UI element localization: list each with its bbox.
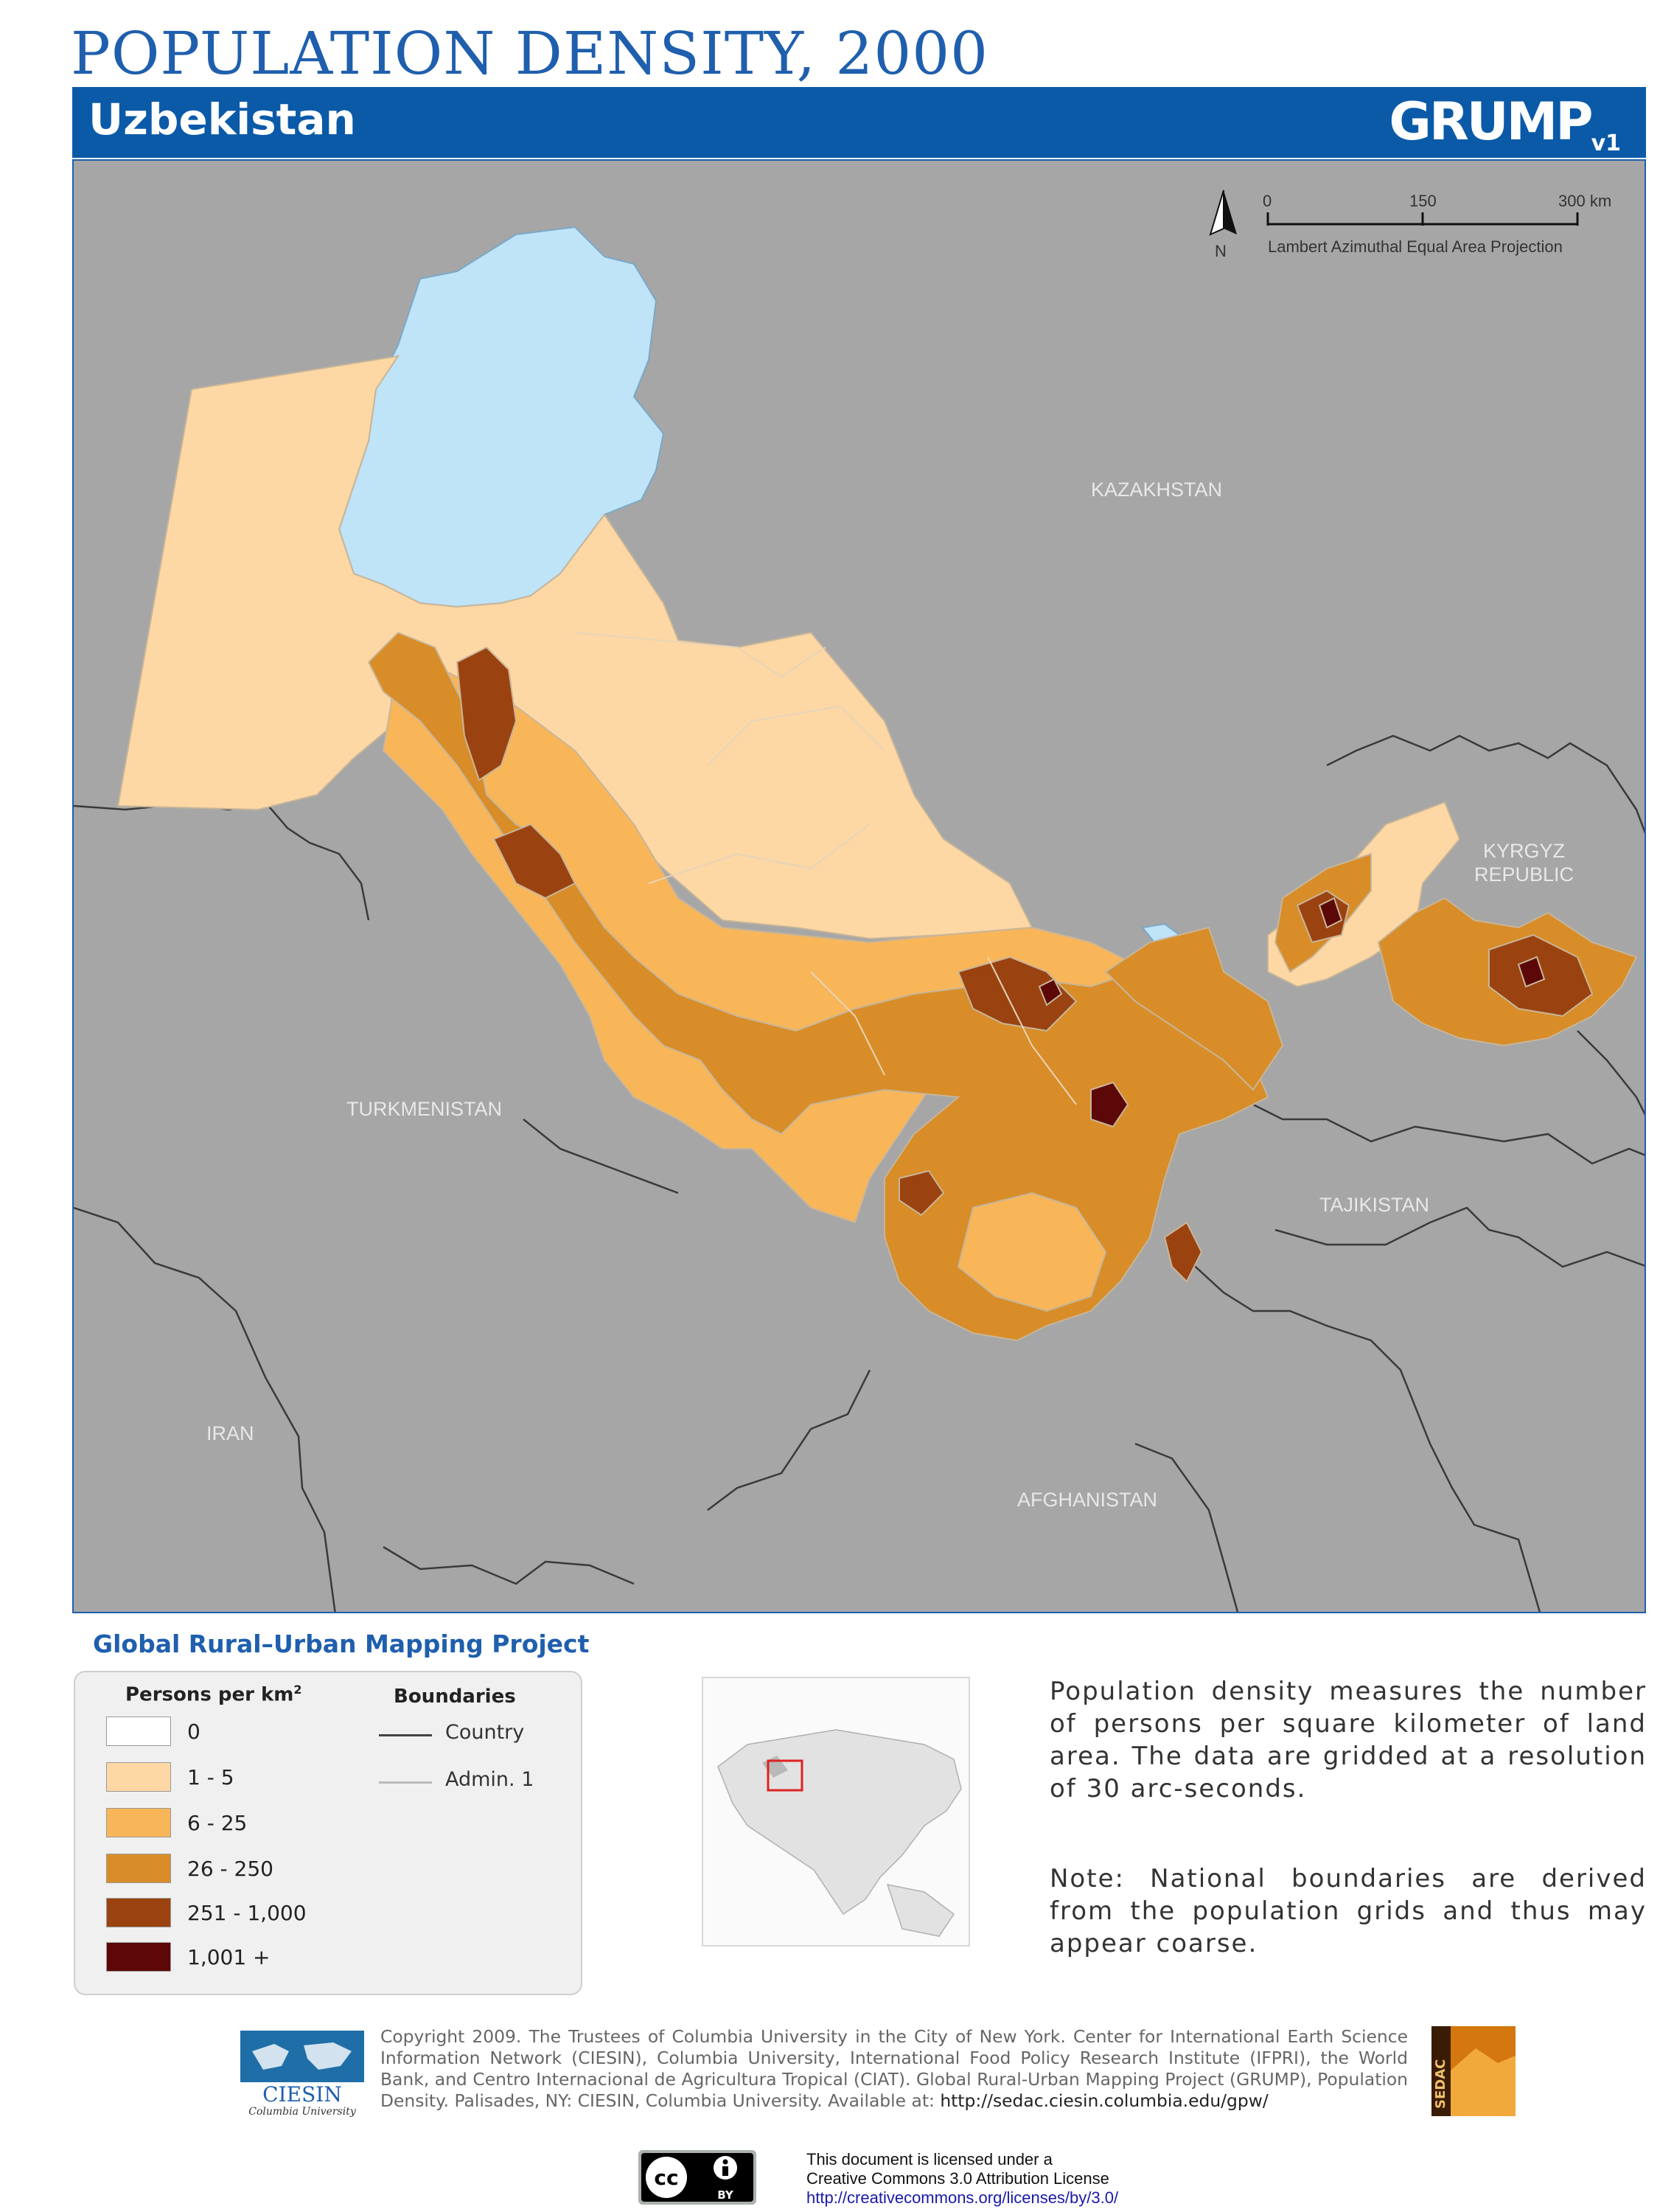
swatch-1001-plus <box>106 1942 171 1972</box>
swatch-6-25 <box>106 1808 171 1837</box>
density-heading-sup: 2 <box>293 1683 302 1697</box>
neighbor-borders <box>74 734 1645 1612</box>
swatch-label-1001-plus: 1,001 + <box>187 1945 271 1969</box>
license-link[interactable]: http://creativecommons.org/licenses/by/3… <box>806 2188 1119 2207</box>
cc-by-badge[interactable]: cc BY <box>638 2150 756 2205</box>
locator-svg <box>717 1729 962 1937</box>
license-line1: This document is licensed under a <box>806 2150 1053 2168</box>
boundary-label-country: Country <box>445 1721 525 1744</box>
cc-mark: cc <box>654 2166 678 2190</box>
admin-line-icon <box>379 1781 432 1784</box>
copyright-url[interactable]: http://sedac.ciesin.columbia.edu/gpw/ <box>940 2090 1269 2111</box>
boundaries-heading: Boundaries <box>394 1686 516 1708</box>
sedac-logo-graphic: SEDAC <box>1431 2026 1516 2116</box>
scale-bar: 0 150 300 km Lambert Azimuthal Equal Are… <box>1263 192 1611 256</box>
label-iran: IRAN <box>206 1422 254 1444</box>
copyright-text: Copyright 2009. The Trustees of Columbia… <box>380 2026 1408 2112</box>
cc-by-icon: cc BY <box>638 2150 756 2205</box>
swatch-label-6-25: 6 - 25 <box>187 1811 248 1835</box>
projection-label: Lambert Azimuthal Equal Area Projection <box>1268 237 1563 256</box>
label-tajikistan: TAJIKISTAN <box>1319 1194 1430 1216</box>
ciesin-logo: CIESIN Columbia University <box>237 2029 367 2118</box>
label-kyrgyz-line2: REPUBLIC <box>1474 863 1574 886</box>
label-kyrgyz-republic: KYRGYZ REPUBLIC <box>1474 839 1574 886</box>
label-kazakhstan: KAZAKHSTAN <box>1091 479 1223 501</box>
grump-logo: GRUMPv1 <box>1389 91 1621 156</box>
description-text: Population density measures the number o… <box>1050 1677 1647 1804</box>
swatch-26-250 <box>106 1854 171 1883</box>
page-title: POPULATION DENSITY, 2000 <box>71 19 989 88</box>
swatch-0 <box>106 1717 171 1746</box>
country-name: Uzbekistan <box>88 94 356 145</box>
swatch-label-251-1000: 251 - 1,000 <box>187 1901 307 1925</box>
copyright-body: Copyright 2009. The Trustees of Columbia… <box>380 2026 1408 2111</box>
swatch-1-5 <box>106 1762 171 1792</box>
title-banner: Uzbekistan GRUMPv1 <box>72 87 1646 158</box>
scale-tick-300: 300 km <box>1558 192 1611 210</box>
sedac-logo: SEDAC <box>1431 2026 1516 2116</box>
north-arrow: N <box>1209 189 1237 260</box>
locator-map <box>702 1677 970 1947</box>
boundary-label-admin: Admin. 1 <box>445 1768 534 1791</box>
ciesin-subtext: Columbia University <box>248 2106 357 2118</box>
legend: Persons per km2 Boundaries 0 1 - 5 6 - 2… <box>74 1671 582 1995</box>
scale-tick-150: 150 <box>1409 192 1437 210</box>
grump-logo-text: GRUMP <box>1389 91 1593 152</box>
swatch-label-1-5: 1 - 5 <box>187 1765 234 1790</box>
ciesin-logo-graphic: CIESIN Columbia University <box>240 2031 364 2118</box>
swatch-label-0: 0 <box>187 1719 200 1744</box>
country-line-icon <box>379 1734 432 1736</box>
label-afghanistan: AFGHANISTAN <box>1017 1489 1158 1511</box>
by-mark: BY <box>717 2188 734 2202</box>
density-heading-text: Persons per km <box>125 1683 294 1706</box>
map-panel[interactable]: N 0 150 300 km Lambert Azimuthal Equal A… <box>72 159 1646 1613</box>
north-label: N <box>1215 242 1227 260</box>
sedac-wordmark: SEDAC <box>1433 2059 1448 2109</box>
swatch-label-26-250: 26 - 250 <box>187 1857 273 1881</box>
ciesin-wordmark: CIESIN <box>262 2082 342 2107</box>
map-svg: N 0 150 300 km Lambert Azimuthal Equal A… <box>74 189 1645 1612</box>
project-title: Global Rural–Urban Mapping Project <box>93 1630 590 1658</box>
admin-boundaries <box>574 632 1077 1105</box>
locator-highlight <box>767 1759 803 1792</box>
scale-tick-0: 0 <box>1263 192 1272 210</box>
license-line2: Creative Commons 3.0 Attribution License <box>806 2169 1109 2188</box>
label-kyrgyz-line1: KYRGYZ <box>1483 840 1566 862</box>
note-text: Note: National boundaries are derived fr… <box>1050 1864 1647 1958</box>
uzbekistan-land <box>116 355 1638 1342</box>
license-text: This document is licensed under a Creati… <box>806 2150 1118 2208</box>
label-turkmenistan: TURKMENISTAN <box>346 1098 503 1120</box>
density-heading: Persons per km2 <box>125 1683 302 1706</box>
grump-logo-version: v1 <box>1591 131 1621 156</box>
swatch-251-1000 <box>106 1898 171 1927</box>
